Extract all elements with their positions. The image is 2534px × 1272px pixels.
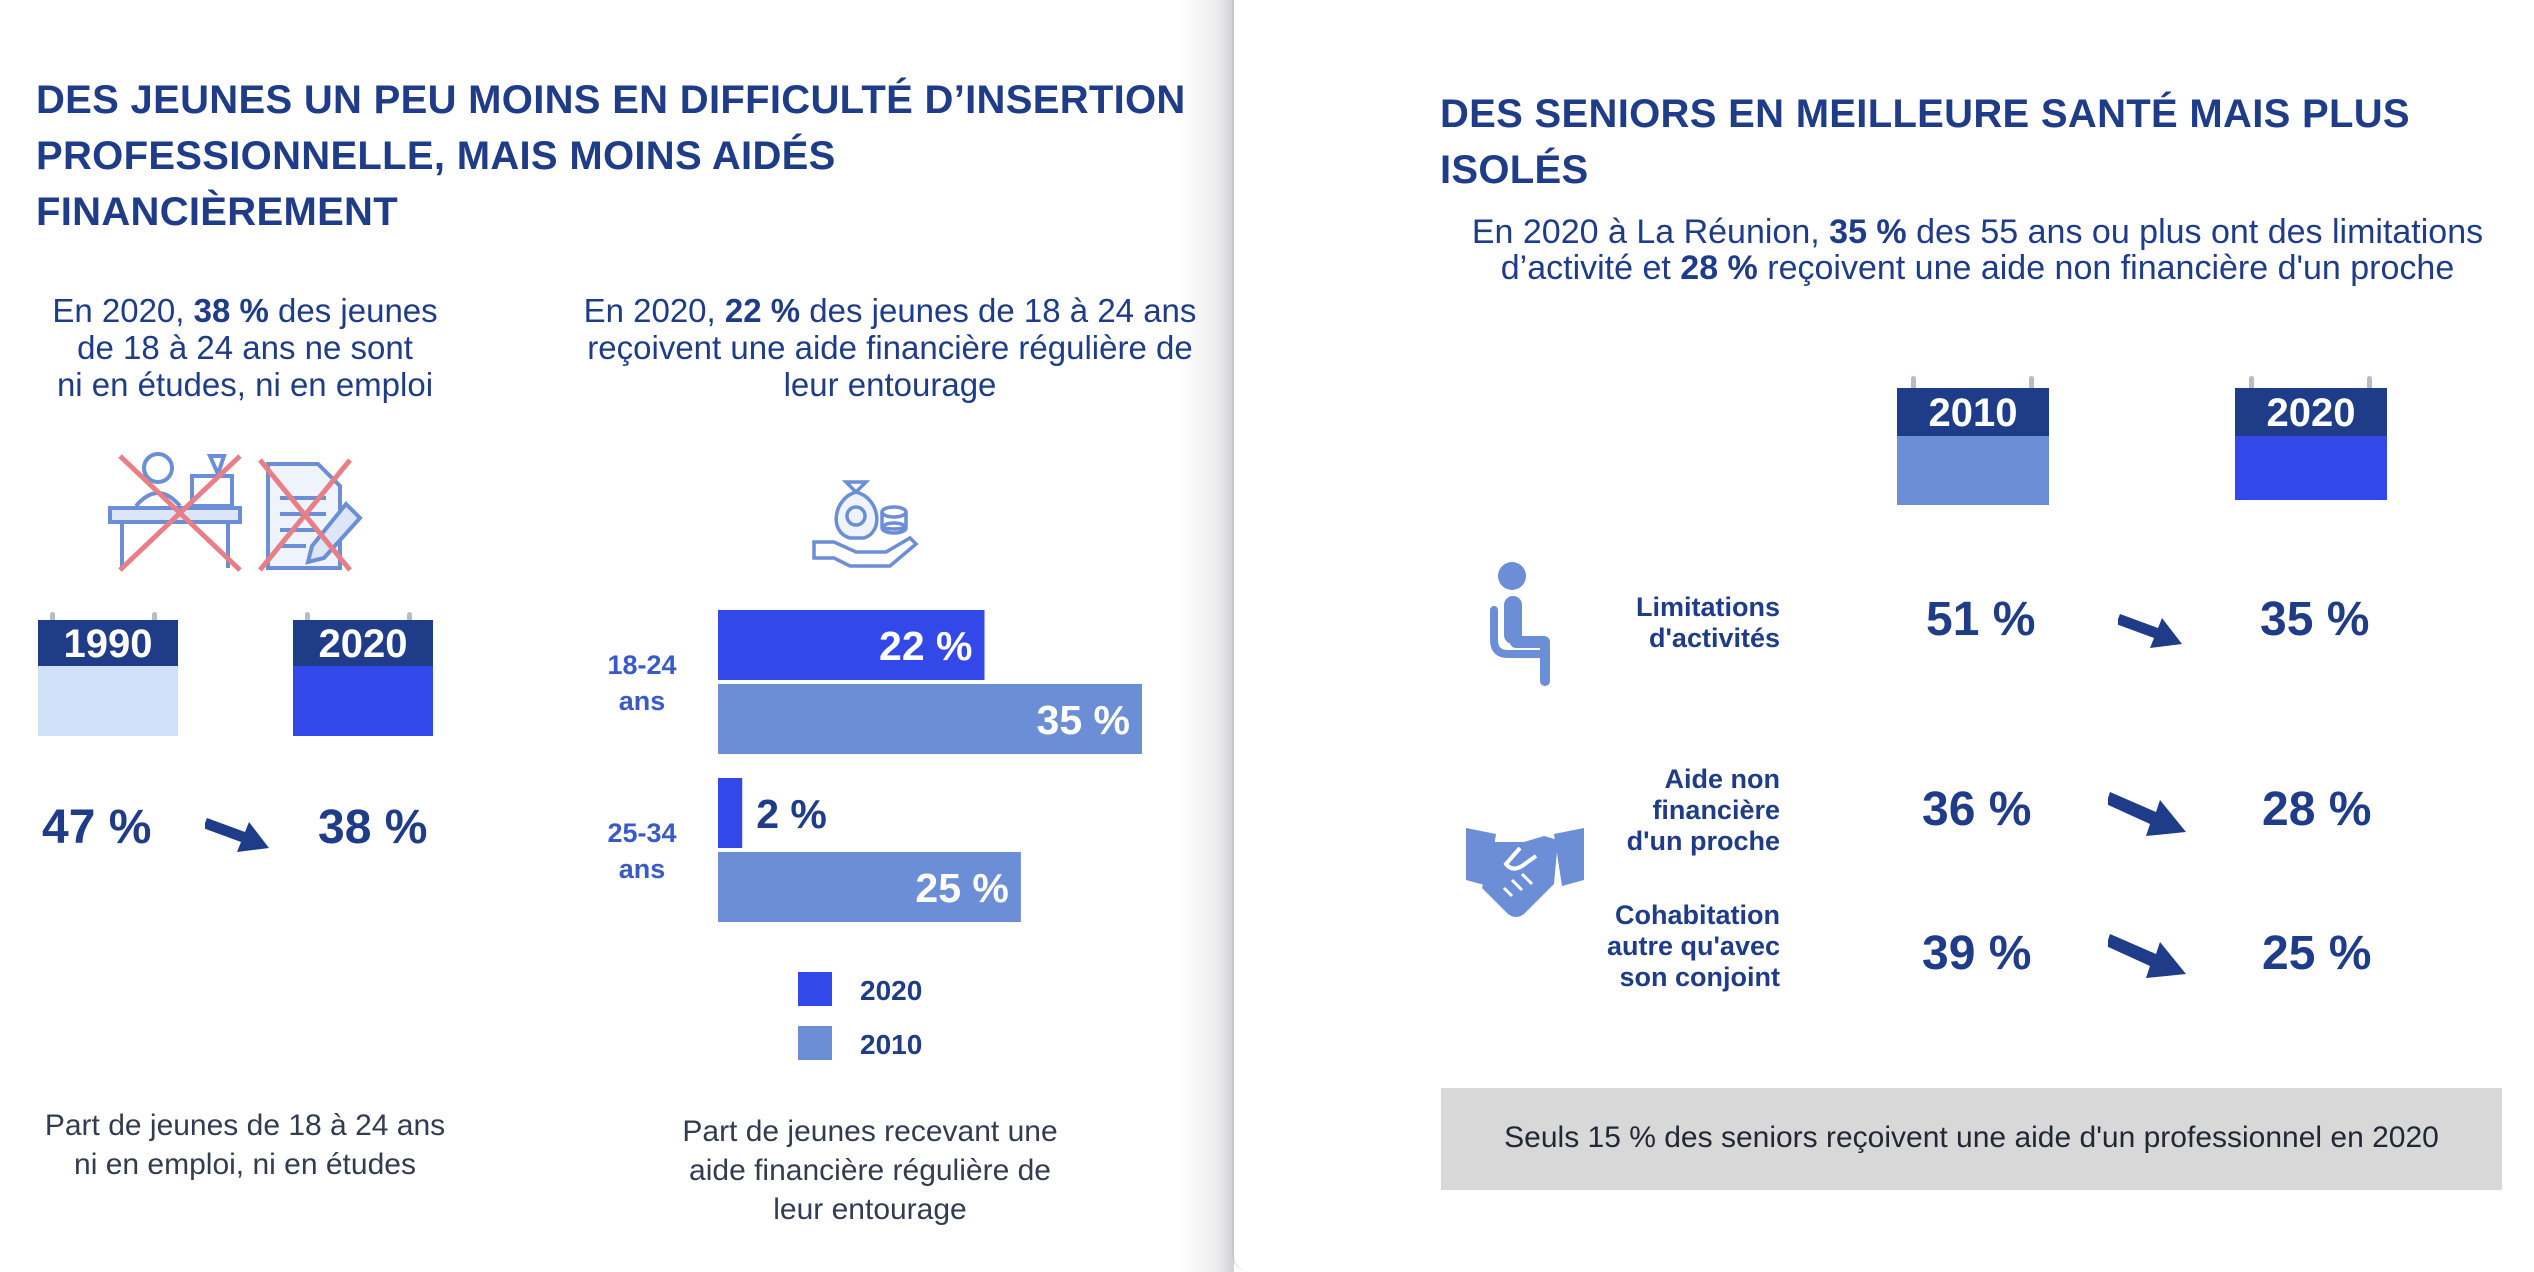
neet-text-bold: 38 % [193,292,269,329]
calendar-1990-body [38,666,178,736]
bar-value-label: 22 % [879,623,972,669]
bar-2020-0 [718,610,985,680]
neet-value-1990: 47 % [42,801,152,854]
legend-label: 2020 [860,975,922,1006]
neet-value-2020: 38 % [318,801,428,854]
aid-text-line3: leur entourage [783,366,997,403]
neet-caption-line1: Part de jeunes de 18 à 24 ans [44,1109,446,1142]
row-label-line: son conjoint [1619,962,1780,992]
aid-caption-line1: Part de jeunes recevant une [682,1115,1058,1148]
neet-text: En 2020, 38 % des jeunes de 18 à 24 ans … [20,292,470,403]
aid-caption-line2: aide financière régulière de [689,1154,1051,1187]
aid-text-bold: 22 % [724,292,801,329]
value-cohabitation-2020: 25 % [2262,927,2372,980]
neet-caption: Part de jeunes de 18 à 24 ans ni en empl… [20,1106,470,1184]
legend-swatch-2020 [798,972,832,1006]
document-icon [266,462,363,570]
left-title-line2: PROFESSIONNELLE, MAIS MOINS AIDÉS FINANC… [36,134,836,234]
bar-value-label: 2 % [756,791,827,837]
row-label-line: d'un proche [1626,826,1780,856]
arrow-down-right-icon [205,818,269,852]
aid-text-line1: En 2020, 22 % des jeunes de 18 à 24 ans [560,292,1220,329]
right-intro-bold2: 28 % [1680,249,1758,287]
money-bag-hand-icon [812,480,919,568]
calendar-2020-seniors-body [2235,436,2387,500]
seated-person-icon [1490,562,1550,686]
calendar-2020-body [293,666,433,736]
page-spine-shadow [1180,0,1234,1272]
aid-text-pre: En 2020, [583,292,716,329]
right-intro-line2: d’activité et 28 % reçoivent une aide no… [1440,250,2515,286]
left-page [0,0,1220,1272]
row-label-line: Cohabitation [1615,900,1780,930]
left-title-line1: DES JEUNES UN PEU MOINS EN DIFFICULTÉ D’… [36,78,1186,122]
bar-2010-0 [718,684,1142,754]
right-intro-line1: En 2020 à La Réunion, 35 % des 55 ans ou… [1440,214,2515,250]
calendar-2020-seniors-year: 2020 [2235,388,2387,436]
bar-2020-1 [718,778,743,848]
right-intro-pre1: En 2020 à La Réunion, [1471,213,1820,251]
seniors-footer-note: Seuls 15 % des seniors reçoivent une aid… [1441,1088,2502,1190]
neet-text-post: des jeunes [278,292,438,329]
aid-chart-marks: 18-24 ans 22 % 35 % 25-34 ans 2 % 25 % 2020 2010 [607,610,1142,1060]
legend-label: 2010 [860,1029,922,1060]
neet-text-line1: En 2020, 38 % des jeunes [20,292,470,329]
aid-text-line2: reçoivent une aide financière régulière … [587,329,1193,366]
calendar-2020: 2020 [293,612,433,736]
legend-swatch-2010 [798,1026,832,1060]
right-intro-post1: des 55 ans ou plus ont des limitations [1916,213,2484,251]
row-label-line: d'activités [1649,623,1780,653]
row-label-line: financière [1652,795,1780,825]
bar-value-label: 35 % [1037,697,1130,743]
category-label: 18-24 ans [607,650,676,716]
calendar-1990: 1990 [38,612,178,736]
row-label-line: autre qu'avec [1607,931,1780,961]
value-aid-2010: 36 % [1922,783,2032,836]
arrow-down-right-icon [2108,934,2186,978]
row-label-cohabitation: Cohabitation autre qu'avec son conjoint [1540,900,1780,993]
handshake-icon [1466,828,1584,917]
aid-caption-line3: leur entourage [773,1193,967,1226]
calendar-2010-body [1897,436,2049,505]
right-intro: En 2020 à La Réunion, 35 % des 55 ans ou… [1440,214,2515,286]
neet-caption-line2: ni en emploi, ni en études [74,1148,416,1181]
neet-text-line3: ni en études, ni en emploi [56,366,434,403]
cross-out-icon [118,454,352,572]
right-intro-pre2: d’activité et [1500,249,1671,287]
left-title: DES JEUNES UN PEU MOINS EN DIFFICULTÉ D’… [36,72,1186,240]
calendar-2020-seniors: 2020 [2235,376,2387,500]
neet-text-pre: En 2020, [52,292,185,329]
right-intro-bold1: 35 % [1829,213,1907,251]
row-label-line: Limitations [1635,592,1780,622]
aid-bar-chart: 18-24 ans 22 % 35 % 25-34 ans 2 % 25 % 2020 2010 [607,610,1142,1060]
value-limitations-2020: 35 % [2260,593,2370,646]
right-page [1232,0,2534,1272]
aid-text-post: des jeunes de 18 à 24 ans [809,292,1197,329]
arrow-down-right-icon [2118,614,2182,648]
value-cohabitation-2010: 39 % [1922,927,2032,980]
category-label: 25-34 ans [607,818,676,884]
value-aid-2020: 28 % [2262,783,2372,836]
row-label-aid: Aide non financière d'un proche [1540,764,1780,857]
calendar-2010-year: 2010 [1897,388,2049,436]
calendar-2020-year: 2020 [293,620,433,666]
aid-caption: Part de jeunes recevant une aide financi… [600,1112,1140,1229]
right-intro-post2: reçoivent une aide non financière d'un p… [1767,249,2455,287]
neet-text-line2: de 18 à 24 ans ne sont [77,329,413,366]
aid-text: En 2020, 22 % des jeunes de 18 à 24 ans … [560,292,1220,403]
calendar-1990-year: 1990 [38,620,178,666]
arrow-down-right-icon [2108,792,2186,836]
bar-value-label: 25 % [915,865,1008,911]
row-label-line: Aide non [1664,764,1781,794]
row-label-limitations: Limitations d'activités [1540,592,1780,654]
calendar-2010: 2010 [1897,376,2049,505]
no-work-no-study-icon [108,452,363,572]
bar-2010-1 [718,852,1021,922]
value-limitations-2010: 51 % [1926,593,2036,646]
right-title: DES SENIORS EN MEILLEURE SANTÉ MAIS PLUS… [1440,92,2410,192]
